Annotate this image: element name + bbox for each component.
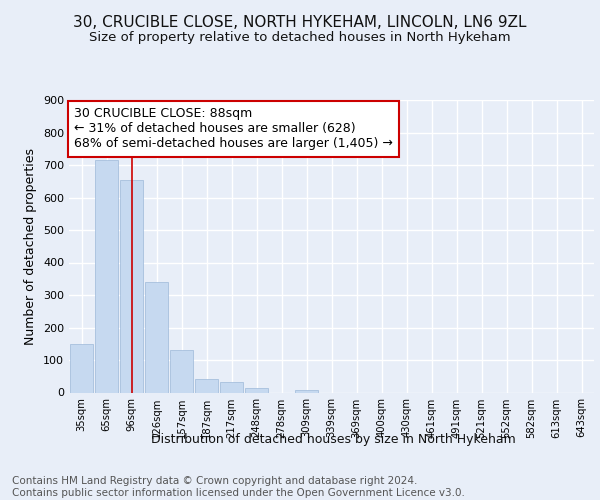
Bar <box>145 282 168 393</box>
Bar <box>195 379 218 392</box>
Y-axis label: Number of detached properties: Number of detached properties <box>25 148 37 345</box>
Bar <box>70 344 93 393</box>
Bar <box>220 382 243 392</box>
Text: Distribution of detached houses by size in North Hykeham: Distribution of detached houses by size … <box>151 432 515 446</box>
Text: 30 CRUCIBLE CLOSE: 88sqm
← 31% of detached houses are smaller (628)
68% of semi-: 30 CRUCIBLE CLOSE: 88sqm ← 31% of detach… <box>74 108 393 150</box>
Bar <box>95 160 118 392</box>
Text: 30, CRUCIBLE CLOSE, NORTH HYKEHAM, LINCOLN, LN6 9ZL: 30, CRUCIBLE CLOSE, NORTH HYKEHAM, LINCO… <box>73 15 527 30</box>
Text: Size of property relative to detached houses in North Hykeham: Size of property relative to detached ho… <box>89 31 511 44</box>
Bar <box>120 180 143 392</box>
Bar <box>245 388 268 392</box>
Bar <box>295 390 318 392</box>
Bar <box>170 350 193 393</box>
Text: Contains HM Land Registry data © Crown copyright and database right 2024.
Contai: Contains HM Land Registry data © Crown c… <box>12 476 465 498</box>
